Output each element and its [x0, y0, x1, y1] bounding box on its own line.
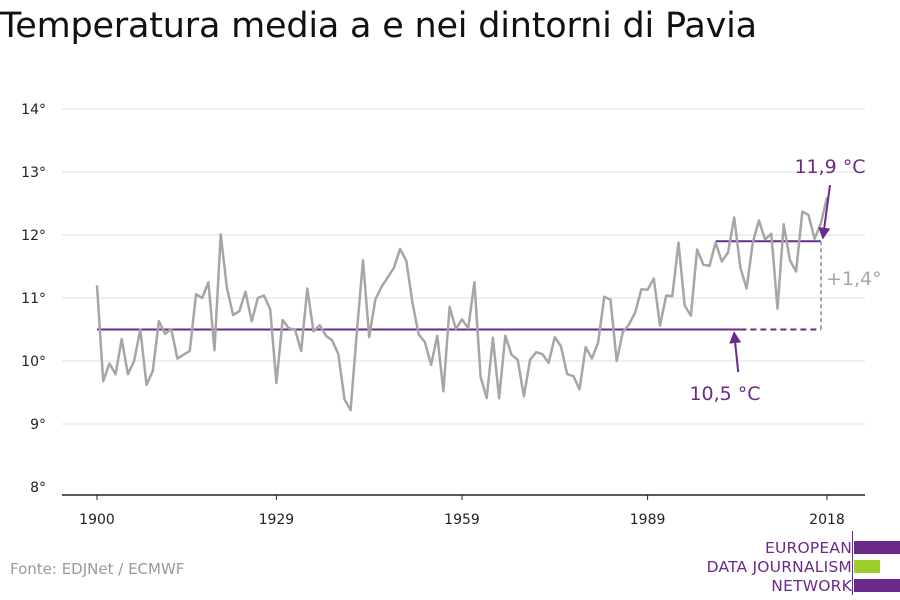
logo-line-1: EUROPEAN — [764, 539, 852, 557]
chart-title: Temperatura media a e nei dintorni di Pa… — [0, 6, 757, 46]
temperature-series-line — [95, 196, 829, 412]
line-chart: 8° 9° 10° 11° 12° 13° 14° 1900 1929 1959 1989 2018… — [21, 102, 881, 528]
edjnet-logo: EUROPEAN DATA JOURNALISM NETWORK — [700, 531, 900, 598]
baseline-label: 10,5 °C — [689, 383, 760, 405]
annotations: 10,5 °C 11,9 °C +1,4° — [689, 156, 881, 405]
y-tick-label: 11° — [21, 291, 46, 307]
y-tick-label: 13° — [21, 165, 46, 181]
logo-text: EUROPEAN DATA JOURNALISM NETWORK — [707, 539, 852, 596]
y-tick-label: 9° — [30, 417, 46, 433]
logo-line-3: NETWORK — [771, 577, 852, 595]
recent-label: 11,9 °C — [794, 156, 865, 178]
logo-bar — [854, 560, 880, 573]
logo-divider — [852, 531, 853, 595]
y-tick-label: 12° — [21, 228, 46, 244]
logo-line-2: DATA JOURNALISM — [706, 558, 852, 576]
source-note: Fonte: EDJNet / ECMWF — [10, 560, 185, 578]
x-tick-label: 1959 — [444, 512, 480, 528]
x-tick-label: 1929 — [259, 512, 295, 528]
baseline-arrow — [729, 331, 742, 373]
logo-bar — [854, 541, 900, 554]
x-tick-label: 1900 — [79, 512, 115, 528]
recent-arrow — [818, 184, 831, 240]
x-tick-label: 2018 — [809, 512, 845, 528]
logo-bars-icon — [854, 541, 900, 598]
y-axis-tick-labels: 8° 9° 10° 11° 12° 13° 14° — [21, 102, 46, 496]
difference-label: +1,4° — [826, 268, 882, 290]
logo-bar — [854, 579, 900, 592]
x-axis-ticks: 1900 1929 1959 1989 2018 — [79, 495, 845, 528]
grid-lines — [62, 108, 865, 425]
y-tick-label: 10° — [21, 354, 46, 370]
y-tick-label: 8° — [30, 480, 46, 496]
x-tick-label: 1989 — [630, 512, 666, 528]
y-tick-label: 14° — [21, 102, 46, 118]
